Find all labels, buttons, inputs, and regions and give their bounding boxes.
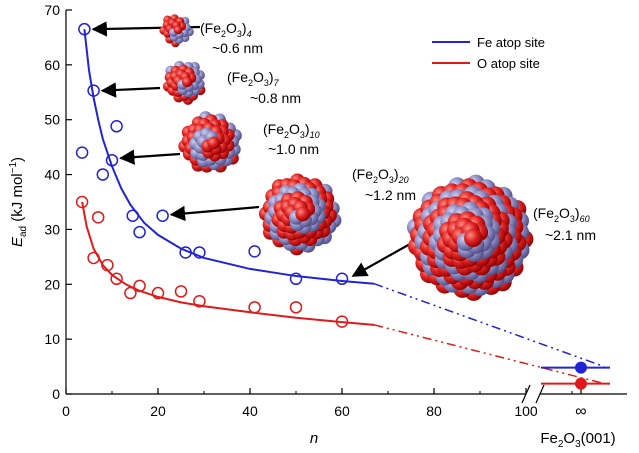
data-point-fe-13 — [335, 272, 349, 286]
surface-point-fe — [575, 361, 587, 374]
cluster-illustration-2 — [162, 60, 206, 105]
fit-extrapolation-fe — [373, 283, 605, 368]
annotation-arrow-3 — [119, 149, 181, 165]
data-point-fe-5 — [105, 154, 119, 167]
x-tick-label-4: 80 — [426, 403, 442, 419]
data-point-o-6 — [133, 279, 146, 293]
legend-label-o: O atop site — [477, 56, 540, 71]
data-point-o-4 — [110, 272, 123, 286]
data-point-fe-1 — [87, 84, 100, 97]
data-point-fe-10 — [193, 246, 206, 259]
data-point-fe-6 — [126, 209, 139, 222]
infinity-label: ∞ — [575, 403, 586, 420]
x-ticks: 0 20 40 60 80 100 — [62, 388, 573, 419]
data-point-fe-11 — [248, 245, 261, 258]
y-tick-label-3: 30 — [44, 221, 60, 237]
data-point-o-1 — [91, 211, 105, 224]
y-tick-label-1: 10 — [44, 331, 60, 347]
axis-break-mark-2 — [535, 384, 545, 404]
data-point-fe-12 — [289, 272, 303, 286]
data-point-o-2 — [87, 251, 100, 265]
fit-extrapolation-o — [374, 324, 605, 385]
annotation-arrow-4 — [169, 205, 260, 222]
data-point-o-5 — [124, 286, 137, 300]
x-tick-label-3: 60 — [334, 403, 350, 419]
cluster-size-5: ~2.1 nm — [545, 227, 596, 243]
data-point-o-9 — [193, 295, 206, 308]
arrow-layer — [91, 21, 411, 278]
x-tick-label-0: 0 — [62, 403, 70, 419]
legend: Fe atop site O atop site — [432, 35, 545, 71]
surface-layer — [541, 361, 610, 390]
cluster-label-3: (Fe2O3)10 — [263, 121, 320, 140]
data-point-fe-7 — [133, 225, 146, 239]
annotation-arrow-5 — [351, 243, 411, 278]
series-layer — [75, 22, 605, 385]
cluster-label-2: (Fe2O3)7 — [227, 69, 280, 88]
data-point-o-12 — [335, 315, 349, 328]
surface-label: Fe2O3(001) — [540, 430, 615, 450]
x-tick-label-5: 100 — [514, 403, 538, 419]
cluster-size-4: ~1.2 nm — [365, 187, 416, 203]
y-tick-label-5: 50 — [44, 112, 60, 128]
data-point-fe-8 — [156, 209, 169, 222]
cluster-label-4: (Fe2O3)20 — [352, 166, 409, 185]
surface-point-o — [575, 377, 587, 390]
data-point-o-0 — [75, 195, 89, 209]
data-point-o-8 — [174, 285, 188, 298]
cluster-size-1: ~0.6 nm — [212, 40, 263, 56]
cluster-illustration-5 — [406, 174, 534, 301]
data-point-fe-4 — [96, 168, 110, 181]
y-tick-label-0: 0 — [52, 386, 60, 402]
data-point-o-7 — [151, 286, 165, 300]
data-point-fe-3 — [75, 146, 89, 159]
x-tick-label-2: 40 — [242, 403, 258, 419]
cluster-size-2: ~0.8 nm — [250, 90, 301, 106]
y-tick-label-2: 20 — [44, 276, 60, 292]
fit-line-o — [81, 201, 375, 326]
x-axis-label: n — [310, 430, 318, 447]
cluster-label-5: (Fe2O3)60 — [533, 205, 590, 224]
cluster-illustration-1 — [159, 14, 194, 48]
data-point-o-11 — [289, 301, 303, 314]
y-axis-label: Ead (kJ mol−1) — [8, 157, 29, 247]
data-point-o-10 — [248, 301, 261, 314]
cluster-illustration-3 — [178, 111, 242, 173]
annotation-arrow-2 — [100, 82, 161, 98]
x-tick-label-1: 20 — [150, 403, 166, 419]
cluster-label-1: (Fe2O3)4 — [200, 20, 252, 39]
y-tick-label-4: 40 — [44, 167, 60, 183]
cluster-labels: (Fe2O3)4 ~0.6 nm (Fe2O3)7 ~0.8 nm (Fe2O3… — [200, 20, 596, 243]
data-point-o-3 — [101, 258, 114, 272]
y-ticks: 0 10 20 30 40 50 60 70 — [44, 2, 72, 402]
data-point-fe-2 — [110, 120, 123, 133]
data-point-fe-9 — [179, 246, 192, 259]
y-tick-label-7: 70 — [44, 2, 60, 18]
data-point-fe-0 — [78, 22, 91, 36]
cluster-illustration-4 — [258, 173, 342, 256]
legend-label-fe: Fe atop site — [477, 35, 545, 50]
y-tick-label-6: 60 — [44, 57, 60, 73]
cluster-size-3: ~1.0 nm — [268, 141, 319, 157]
cluster-illustrations — [159, 14, 534, 301]
